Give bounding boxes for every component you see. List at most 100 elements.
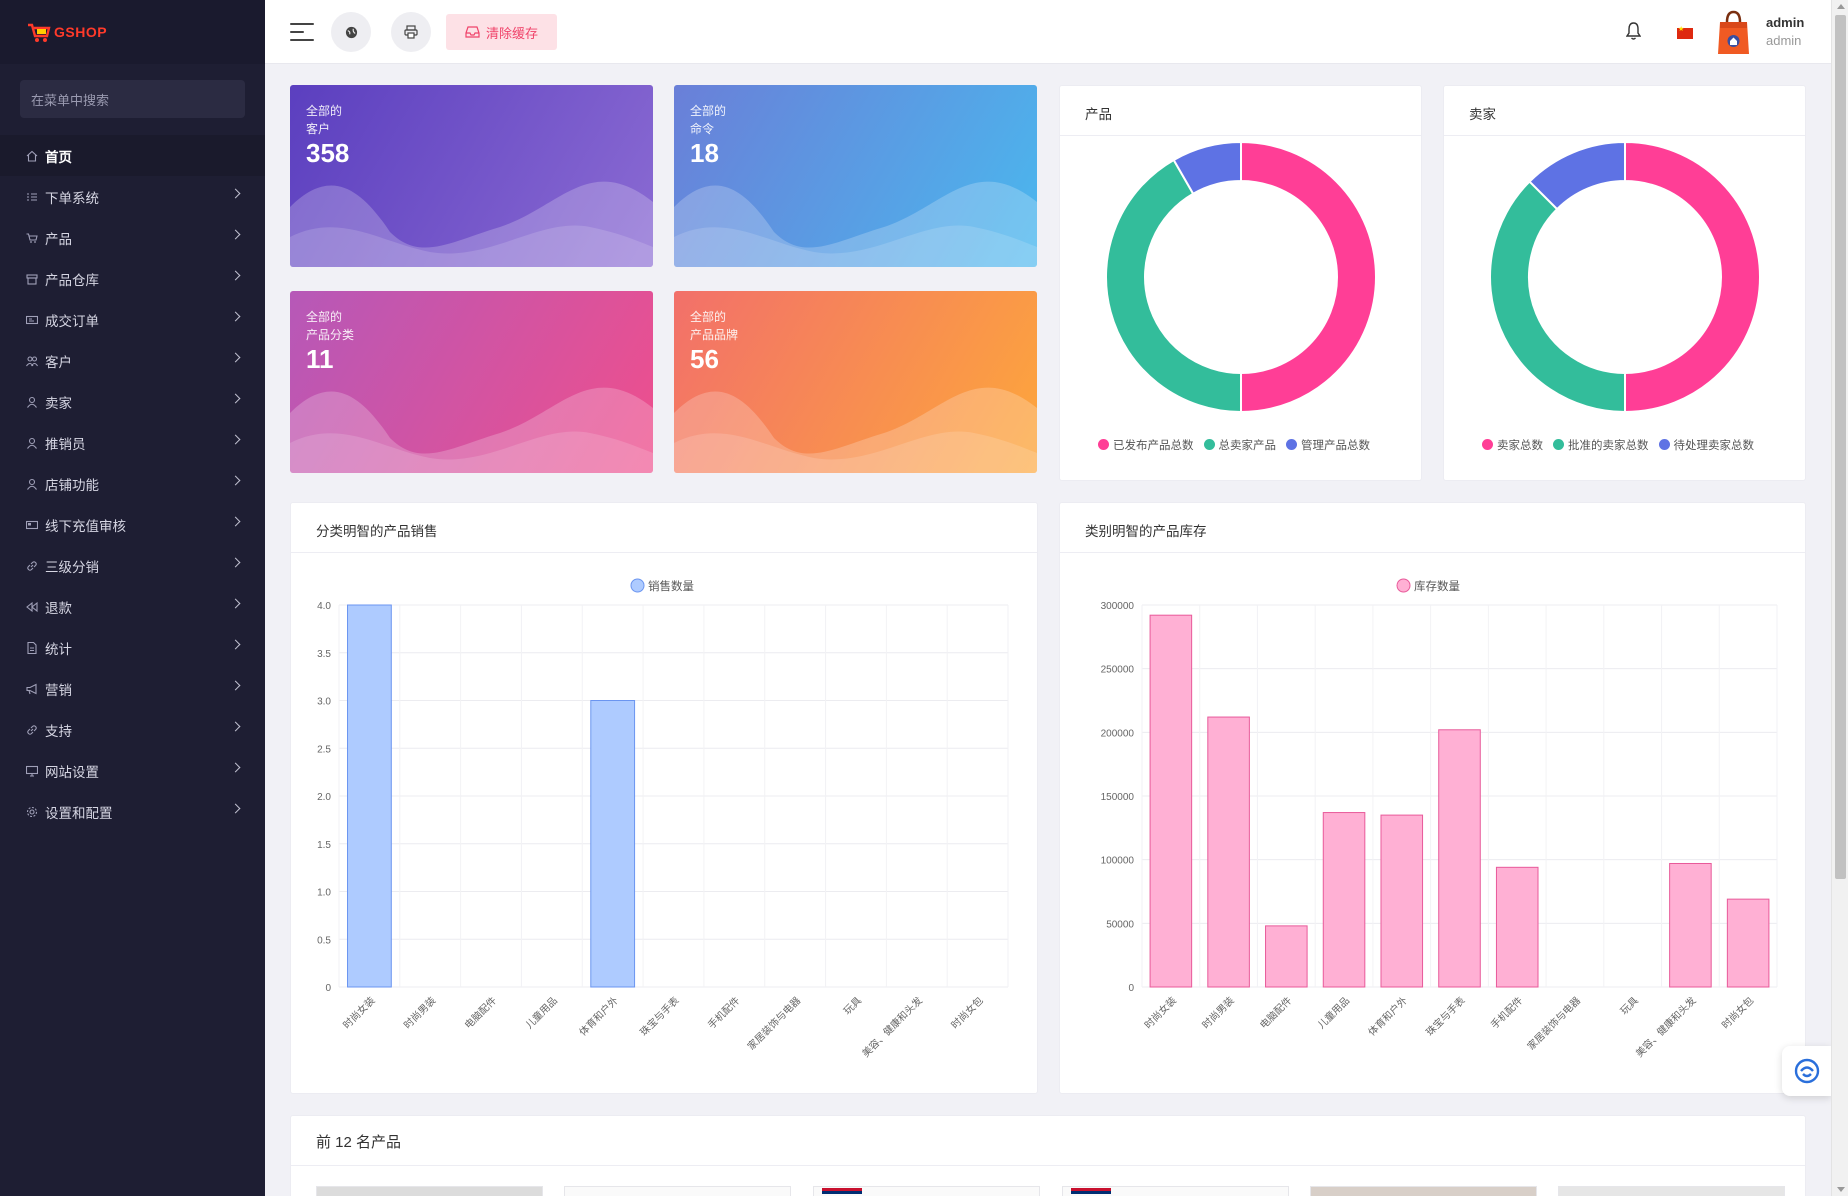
bar[interactable]: [1322, 812, 1366, 988]
x-tick-label: 儿童用品: [523, 994, 560, 1031]
menu-toggle-icon[interactable]: [290, 23, 314, 41]
page-scrollbar[interactable]: [1831, 0, 1848, 1196]
china-flag-icon[interactable]: [1677, 25, 1693, 39]
bar[interactable]: [590, 700, 636, 988]
chevron-right-icon: [230, 475, 241, 486]
sidebar-item[interactable]: 客户: [0, 340, 265, 381]
sidebar-item[interactable]: 成交订单: [0, 299, 265, 340]
donut-slice[interactable]: [1172, 141, 1242, 196]
globe-button[interactable]: [331, 12, 371, 52]
globe-icon: [345, 26, 357, 38]
product-thumb[interactable]: [1558, 1186, 1785, 1196]
stock-chart-card: 类别明智的产品库存 库存数量 300000 250000 200000 150000 10…: [1059, 502, 1806, 1094]
clear-cache-label: 清除缓存: [485, 25, 538, 41]
donut-slice[interactable]: [1528, 141, 1626, 211]
sidebar-item-label: 网站设置: [45, 764, 99, 780]
legend-item[interactable]: 待处理卖家总数: [1658, 437, 1755, 453]
sidebar-item[interactable]: 支持: [0, 709, 265, 750]
stock-chart-title: 类别明智的产品库存: [1060, 503, 1805, 553]
stat-card[interactable]: 全部的 产品品牌 56: [674, 291, 1037, 473]
bar[interactable]: [1438, 729, 1481, 988]
legend-label: 卖家总数: [1497, 440, 1543, 452]
print-button[interactable]: [391, 12, 431, 52]
bar[interactable]: [1149, 614, 1193, 988]
scroll-up-icon[interactable]: [1837, 4, 1845, 9]
legend-item[interactable]: 总卖家产品: [1203, 437, 1276, 453]
sidebar-item[interactable]: 首页: [0, 135, 265, 176]
archive-icon: [26, 273, 38, 285]
bar[interactable]: [1726, 898, 1770, 988]
backward-icon: [26, 601, 38, 613]
sidebar-item[interactable]: 网站设置: [0, 750, 265, 791]
y-tick-label: 200000: [1101, 728, 1135, 739]
sidebar-item[interactable]: 营销: [0, 668, 265, 709]
product-thumb[interactable]: [564, 1186, 791, 1196]
sidebar-item-label: 退款: [45, 600, 72, 616]
donut-slice[interactable]: [1624, 141, 1761, 414]
bar[interactable]: [1265, 925, 1308, 988]
bar[interactable]: [1380, 814, 1424, 988]
logo[interactable]: GSHOP: [0, 0, 265, 64]
sidebar-item[interactable]: 产品仓库: [0, 258, 265, 299]
legend-label: 待处理卖家总数: [1673, 440, 1755, 452]
sidebar-item[interactable]: 店铺功能: [0, 463, 265, 504]
stat-card[interactable]: 全部的 产品分类 11: [290, 291, 653, 473]
sidebar-item[interactable]: 三级分销: [0, 545, 265, 586]
sidebar-item[interactable]: 统计: [0, 627, 265, 668]
legend-item[interactable]: 卖家总数: [1482, 437, 1543, 453]
customer-service-button[interactable]: [1782, 1046, 1831, 1096]
user-icon: [26, 478, 38, 490]
bar[interactable]: [1207, 716, 1250, 988]
product-thumb[interactable]: [1062, 1186, 1289, 1196]
bar[interactable]: [1495, 866, 1539, 988]
bell-icon[interactable]: [1626, 22, 1641, 40]
sidebar-item-label: 产品仓库: [45, 272, 99, 288]
sidebar-item[interactable]: 产品: [0, 217, 265, 258]
stat-label-line2: 产品品牌: [690, 328, 739, 342]
y-tick-label: 3.5: [317, 649, 331, 660]
product-thumb[interactable]: [316, 1186, 543, 1196]
x-tick-label: 玩具: [841, 995, 864, 1018]
x-tick-label: 时尚女包: [1719, 994, 1756, 1031]
stat-card[interactable]: 全部的 命令 18: [674, 85, 1037, 267]
scroll-down-icon[interactable]: [1837, 1187, 1845, 1192]
clear-cache-button[interactable]: 清除缓存: [446, 14, 557, 50]
order-icon: [26, 314, 38, 326]
sidebar-item[interactable]: 推销员: [0, 422, 265, 463]
chevron-right-icon: [230, 557, 241, 568]
products-donut-legend: 已发布产品总数 总卖家产品 管理产品总数: [1098, 437, 1370, 453]
x-tick-label: 时尚女装: [340, 994, 377, 1031]
donut-slice[interactable]: [1105, 158, 1242, 414]
x-tick-label: 珠宝与手表: [637, 994, 682, 1039]
x-tick-label: 体育和户外: [576, 994, 621, 1039]
legend-item[interactable]: 已发布产品总数: [1098, 437, 1194, 453]
sidebar-item[interactable]: 下单系统: [0, 176, 265, 217]
sidebar-item[interactable]: 线下充值审核: [0, 504, 265, 545]
y-tick-label: 1.5: [317, 840, 331, 851]
legend-dot: [1286, 439, 1297, 450]
product-thumb[interactable]: [1310, 1186, 1537, 1196]
sellers-donut-title: 卖家: [1444, 86, 1805, 136]
sidebar-item[interactable]: 设置和配置: [0, 791, 265, 832]
chevron-right-icon: [230, 680, 241, 691]
donut-slice[interactable]: [1489, 180, 1626, 414]
menu-search-input[interactable]: 在菜单中搜索: [20, 80, 245, 118]
legend-item[interactable]: 管理产品总数: [1286, 437, 1370, 453]
x-tick-label: 美容、健康和头发: [859, 994, 925, 1060]
stat-card[interactable]: 全部的 客户 358: [290, 85, 653, 267]
sidebar-item[interactable]: 卖家: [0, 381, 265, 422]
sidebar-item-label: 线下充值审核: [45, 518, 126, 534]
user-icon: [26, 437, 38, 449]
donut-slice[interactable]: [1240, 141, 1377, 414]
bar[interactable]: [347, 604, 392, 988]
scrollbar-thumb[interactable]: [1835, 15, 1846, 879]
legend-item[interactable]: 批准的卖家总数: [1553, 437, 1649, 453]
y-tick-label: 100000: [1101, 856, 1135, 867]
sidebar-item-label: 设置和配置: [45, 805, 113, 821]
bar[interactable]: [1669, 862, 1712, 988]
product-thumb[interactable]: [813, 1186, 1040, 1196]
sidebar-item[interactable]: 退款: [0, 586, 265, 627]
monitor-icon: [26, 765, 38, 777]
legend-swatch: [630, 578, 645, 593]
avatar[interactable]: [1717, 10, 1750, 56]
